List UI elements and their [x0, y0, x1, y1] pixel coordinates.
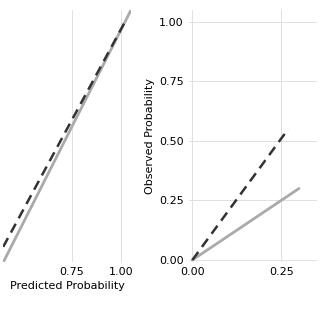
X-axis label: Predicted Probability: Predicted Probability	[10, 281, 124, 292]
Y-axis label: Observed Probability: Observed Probability	[145, 78, 155, 194]
